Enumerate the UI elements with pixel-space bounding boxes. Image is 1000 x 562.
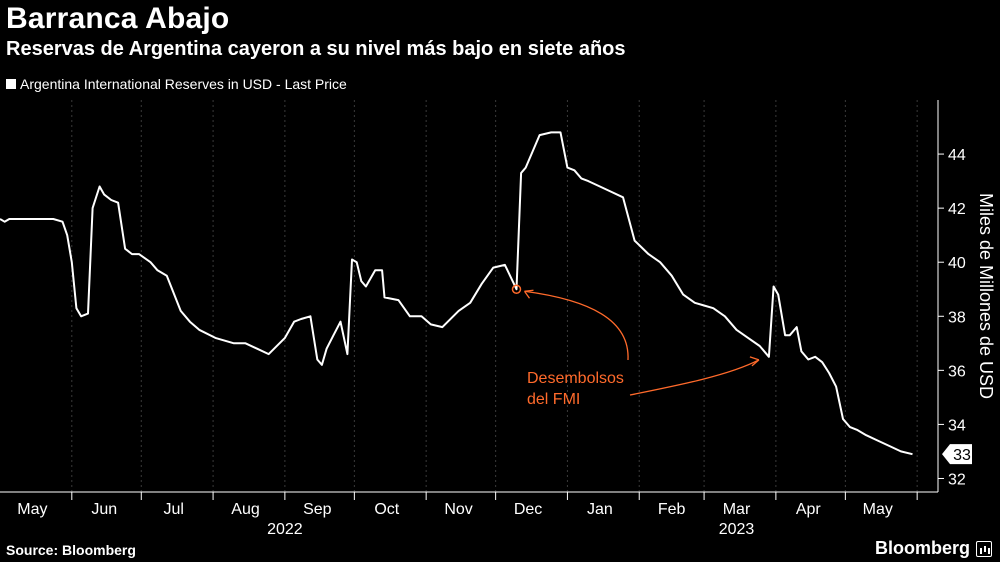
annotation-arrowhead bbox=[749, 356, 760, 367]
x-tick-label: May bbox=[17, 501, 47, 518]
x-tick-label: May bbox=[863, 501, 893, 518]
annotation-layer: Desembolsos del FMI bbox=[511, 284, 760, 408]
x-tick-label: Mar bbox=[723, 501, 751, 518]
last-value-label: 33 bbox=[953, 447, 971, 464]
annotation-arrowhead bbox=[523, 289, 534, 299]
x-tick-label: Sep bbox=[303, 501, 332, 518]
x-tick-label: Nov bbox=[444, 501, 472, 518]
x-tick-label: Apr bbox=[796, 501, 822, 518]
annotation-text: del FMI bbox=[527, 391, 580, 408]
bar-chart-icon bbox=[976, 540, 992, 557]
x-tick-label: Dec bbox=[514, 501, 542, 518]
series-line-reserves bbox=[0, 131, 913, 456]
x-tick-label: Jul bbox=[163, 501, 183, 518]
legend-label: Argentina International Reserves in USD … bbox=[20, 76, 347, 92]
y-tick-label: 36 bbox=[948, 363, 966, 380]
y-axis-title: Miles de Millones de USD bbox=[976, 193, 996, 399]
annotation-arrow-dec bbox=[524, 290, 629, 361]
annotation-marker bbox=[511, 284, 522, 294]
chart-title: Barranca Abajo bbox=[6, 2, 230, 35]
x-tick-label: Jun bbox=[91, 501, 117, 518]
y-tick-label: 42 bbox=[948, 201, 966, 218]
y-tick-label: 40 bbox=[948, 255, 966, 272]
x-year-label: 2022 bbox=[267, 521, 303, 538]
last-value-tag bbox=[942, 444, 972, 465]
y-tick-label: 32 bbox=[948, 471, 966, 488]
grid bbox=[71, 100, 918, 492]
legend: Argentina International Reserves in USD … bbox=[6, 76, 347, 92]
y-tick-label: 34 bbox=[948, 417, 966, 434]
brand-label: Bloomberg bbox=[874, 538, 970, 558]
x-tick-label: Aug bbox=[231, 501, 259, 518]
source-note: Source: Bloomberg bbox=[6, 542, 136, 558]
series-layer bbox=[0, 131, 913, 456]
y-tick-label: 38 bbox=[948, 309, 966, 326]
x-tick-label: Oct bbox=[374, 501, 399, 518]
annotation-arrow-mar bbox=[629, 359, 760, 396]
x-tick-label: Jan bbox=[587, 501, 613, 518]
y-tick-label: 44 bbox=[948, 147, 966, 164]
legend-swatch bbox=[6, 79, 16, 89]
x-year-label: 2023 bbox=[719, 521, 755, 538]
annotation-text: Desembolsos bbox=[527, 370, 624, 387]
x-tick-label: Feb bbox=[658, 501, 686, 518]
axes: 32 34 36 38 40 42 44 Miles de Millones de USD Ma… bbox=[0, 100, 996, 538]
brand-logo: Bloomberg bbox=[875, 538, 992, 559]
chart-subtitle: Reservas de Argentina cayeron a su nivel… bbox=[6, 38, 626, 60]
